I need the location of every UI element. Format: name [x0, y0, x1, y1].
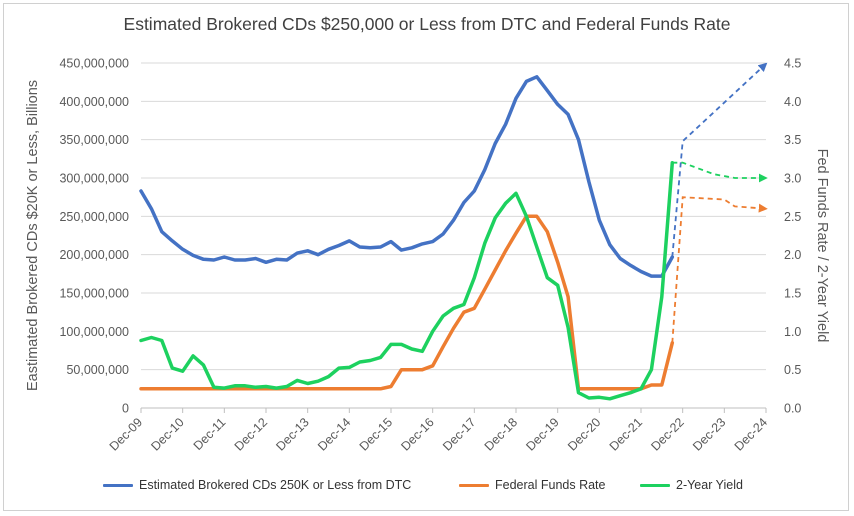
x-tick-label: Dec-12 — [232, 415, 270, 453]
y-tick-label: 300,000,000 — [59, 172, 129, 186]
legend-label-2yr-yield: 2-Year Yield — [676, 478, 743, 492]
x-tick-label: Dec-10 — [148, 415, 186, 453]
legend-swatch-fed-funds — [459, 483, 489, 487]
x-tick-label: Dec-24 — [732, 415, 770, 453]
legend-swatch-brokered-cds — [103, 483, 133, 487]
x-tick-label: Dec-13 — [273, 415, 311, 453]
y-tick-label: 200,000,000 — [59, 248, 129, 262]
legend-item-fed-funds: Federal Funds Rate — [459, 478, 605, 492]
y2-tick-label: 1.5 — [784, 287, 801, 301]
y2-tick-label: 3.5 — [784, 133, 801, 147]
x-tick-label: Dec-09 — [107, 415, 145, 453]
y2-tick-label: 4.0 — [784, 95, 801, 109]
y-tick-label: 150,000,000 — [59, 287, 129, 301]
x-tick-label: Dec-16 — [398, 415, 436, 453]
chart-legend: Estimated Brokered CDs 250K or Less from… — [0, 478, 854, 498]
y2-tick-label: 0.0 — [784, 402, 801, 416]
y2-tick-label: 4.5 — [784, 57, 801, 71]
y2-tick-label: 1.0 — [784, 325, 801, 339]
legend-label-brokered-cds: Estimated Brokered CDs 250K or Less from… — [139, 478, 412, 492]
y-tick-label: 100,000,000 — [59, 325, 129, 339]
x-tick-label: Dec-23 — [690, 415, 728, 453]
x-tick-label: Dec-21 — [607, 415, 645, 453]
y2-tick-label: 2.0 — [784, 248, 801, 262]
x-tick-label: Dec-19 — [523, 415, 561, 453]
y2-tick-label: 2.5 — [784, 210, 801, 224]
legend-swatch-2yr-yield — [640, 483, 670, 487]
x-tick-label: Dec-22 — [648, 415, 686, 453]
y-axis-title: Eastimated Brokered CDs $20K or Less, Bi… — [25, 80, 41, 391]
x-tick-label: Dec-18 — [482, 415, 520, 453]
x-tick-label: Dec-17 — [440, 415, 478, 453]
y2-tick-label: 3.0 — [784, 172, 801, 186]
y2-tick-label: 0.5 — [784, 363, 801, 377]
legend-label-fed-funds: Federal Funds Rate — [495, 478, 606, 492]
y-tick-label: 250,000,000 — [59, 210, 129, 224]
legend-item-2yr-yield: 2-Year Yield — [640, 478, 743, 492]
projection-line-estimated-brokered-cds-250k-or-less-from-dtc — [671, 62, 768, 258]
x-tick-label: Dec-11 — [191, 415, 229, 453]
y-tick-label: 350,000,000 — [59, 133, 129, 147]
series-line-estimated-brokered-cds-250k-or-less-from-dtc — [139, 75, 675, 278]
x-tick-label: Dec-15 — [357, 415, 395, 453]
y-tick-label: 50,000,000 — [66, 363, 129, 377]
y2-axis-title: Fed Funds Rate / 2-Year Yield — [814, 149, 830, 343]
y-tick-label: 400,000,000 — [59, 95, 129, 109]
series-line-2-year-yield — [139, 160, 675, 401]
series-line-federal-funds-rate — [139, 214, 675, 391]
x-tick-label: Dec-20 — [565, 415, 603, 453]
chart-frame — [3, 3, 849, 511]
projection-line-2-year-yield — [672, 161, 768, 183]
y-tick-label: 450,000,000 — [59, 57, 129, 71]
chart-title: Estimated Brokered CDs $250,000 or Less … — [123, 14, 731, 34]
y-tick-label: 0 — [122, 402, 129, 416]
projection-line-federal-funds-rate — [671, 196, 768, 343]
legend-item-brokered-cds: Estimated Brokered CDs 250K or Less from… — [103, 478, 411, 492]
x-tick-label: Dec-14 — [315, 415, 353, 453]
